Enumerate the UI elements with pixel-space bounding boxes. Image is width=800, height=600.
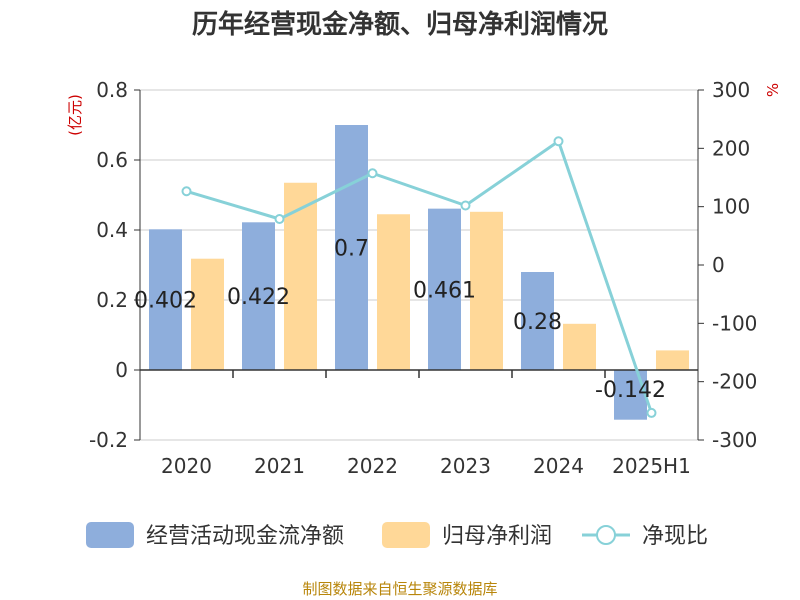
- bar-net-profit: [191, 258, 224, 370]
- point-cash-ratio: [181, 186, 192, 197]
- bar-cashflow: [335, 125, 368, 370]
- source-note: 制图数据来自恒生聚源数据库: [302, 580, 498, 598]
- left-tick-label: 0.8: [96, 78, 128, 102]
- right-tick-label: 0: [712, 253, 725, 277]
- right-tick-label: 100: [712, 195, 750, 219]
- point-cash-ratio: [367, 168, 378, 179]
- left-axis-unit: (亿元): [66, 94, 84, 136]
- right-tick-label: 300: [712, 78, 750, 102]
- point-cash-ratio: [646, 407, 657, 418]
- legend-item-net-profit[interactable]: 归母净利润: [382, 522, 552, 549]
- data-label-cashflow: 0.461: [413, 278, 476, 303]
- bar-net-profit: [563, 323, 596, 370]
- legend-label-net-profit: 归母净利润: [442, 524, 552, 549]
- bar-cashflow: [149, 229, 182, 370]
- legend-item-cash-ratio[interactable]: 净现比: [582, 524, 708, 549]
- bar-cashflow: [614, 370, 647, 420]
- line-cash-ratio: [186, 138, 653, 414]
- right-tick-label: -100: [712, 311, 757, 335]
- legend-label-cashflow: 经营活动现金流净额: [146, 524, 344, 549]
- point-cash-ratio: [553, 136, 564, 147]
- x-tick-label: 2021: [254, 454, 305, 478]
- legend-marker-cash-ratio: [596, 525, 616, 545]
- left-tick-label: 0.6: [96, 148, 128, 172]
- line-layer: [181, 136, 657, 418]
- right-tick-label: -300: [712, 428, 757, 452]
- left-tick-label: 0.2: [96, 288, 128, 312]
- legend-item-cashflow[interactable]: 经营活动现金流净额: [86, 522, 344, 549]
- right-tick-label: 200: [712, 136, 750, 160]
- data-label-cashflow: 0.7: [334, 237, 369, 262]
- x-tick-label: 2023: [440, 454, 491, 478]
- left-tick-label: -0.2: [89, 428, 128, 452]
- data-labels: 0.402 0.422 0.7 0.461 0.28 -0.142: [134, 237, 666, 404]
- data-label-cashflow: 0.402: [134, 289, 197, 314]
- left-tick-label: 0.4: [96, 218, 128, 242]
- point-cash-ratio: [274, 213, 285, 224]
- legend-swatch-cashflow: [86, 522, 134, 548]
- legend-swatch-net-profit: [382, 522, 430, 548]
- bar-net-profit: [284, 182, 317, 370]
- data-label-cashflow: -0.142: [595, 378, 666, 403]
- grid-lines: [140, 89, 698, 441]
- axes: 0.8 0.6 0.4 0.2 0 -0.2 300 200 100 0 -100 -200 -300 2…: [66, 78, 782, 478]
- bar-net-profit: [377, 214, 410, 370]
- x-tick-label: 2022: [347, 454, 398, 478]
- bar-cashflow: [242, 222, 275, 370]
- bar-net-profit: [470, 211, 503, 370]
- bar-cashflow: [428, 208, 461, 370]
- bar-layer: [149, 125, 689, 420]
- point-cash-ratio: [460, 200, 471, 211]
- left-tick-label: 0: [115, 358, 128, 382]
- bar-cashflow: [521, 272, 554, 370]
- x-tick-label: 2025H1: [612, 454, 691, 478]
- right-axis-unit: %: [764, 83, 782, 97]
- bar-net-profit: [656, 350, 689, 370]
- legend-label-cash-ratio: 净现比: [642, 524, 708, 549]
- x-tick-label: 2024: [533, 454, 584, 478]
- right-tick-label: -200: [712, 370, 757, 394]
- legend[interactable]: 经营活动现金流净额 归母净利润 净现比: [86, 522, 708, 549]
- x-tick-label: 2020: [161, 454, 212, 478]
- data-label-cashflow: 0.422: [227, 285, 290, 310]
- data-label-cashflow: 0.28: [513, 310, 562, 335]
- chart-title: 历年经营现金净额、归母净利润情况: [191, 10, 608, 40]
